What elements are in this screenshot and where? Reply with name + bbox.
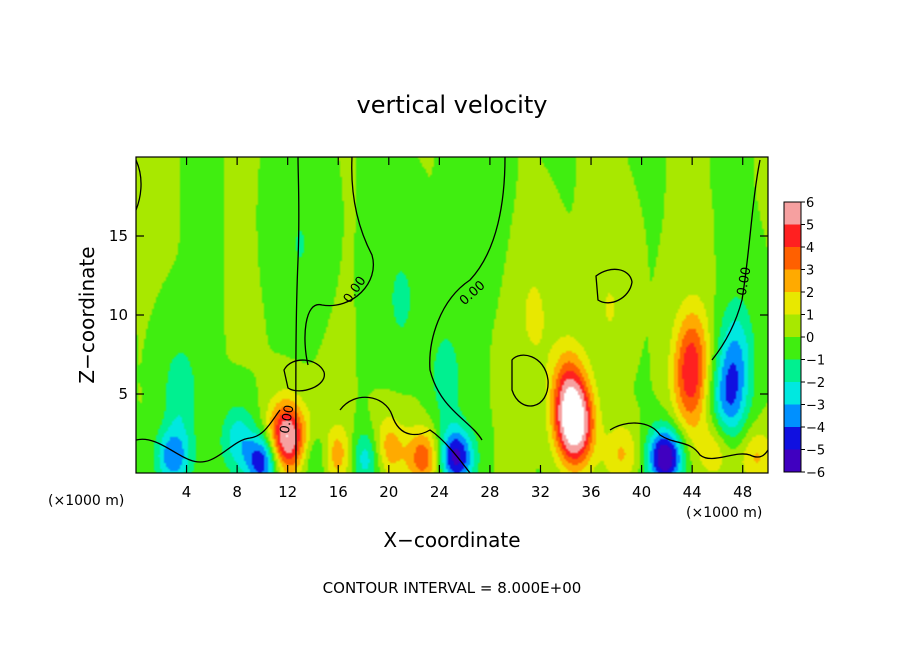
y-axis: 5 10 15 <box>109 227 768 403</box>
colorbar-swatch <box>784 269 801 293</box>
contour-base-2 <box>339 396 471 473</box>
colorbar-swatch <box>784 359 801 383</box>
x-tick-label: 36 <box>581 483 600 501</box>
contour-loop-1 <box>511 354 549 407</box>
colorbar-swatch <box>784 247 801 270</box>
colorbar-tick-label: 0 <box>806 331 814 346</box>
contour-base-3 <box>609 422 768 460</box>
colorbar-swatch <box>784 224 801 248</box>
colorbar-swatch <box>784 449 801 473</box>
contour-level-label: 0.00 <box>735 266 755 297</box>
colorbar-swatch <box>784 404 801 428</box>
colorbar-tick-label: 2 <box>806 286 814 301</box>
colorbar-tick-label: 4 <box>806 241 814 256</box>
colorbar-tick-label: −6 <box>806 466 825 481</box>
colorbar-tick-label: −3 <box>806 399 825 414</box>
zero-contours <box>136 157 768 473</box>
contour-line-2 <box>429 157 506 441</box>
contour-loop-2 <box>595 268 633 304</box>
colorbar-tick-label: 5 <box>806 219 814 234</box>
x-unit-label-right: (×1000 m) <box>686 505 762 521</box>
colorbar-tick-label: −5 <box>806 444 825 459</box>
contour-base-1 <box>136 409 281 463</box>
colorbar-swatch <box>784 337 801 360</box>
x-tick-label: 4 <box>182 483 192 501</box>
x-tick-label: 40 <box>632 483 651 501</box>
colorbar-swatch <box>784 382 801 405</box>
x-axis: 4 8 12 16 20 24 28 32 36 40 44 48 <box>182 157 752 501</box>
y-axis-label: Z−coordinate <box>75 246 99 383</box>
contour-line-1 <box>295 157 375 473</box>
x-unit-label-left: (×1000 m) <box>48 493 124 509</box>
contour-interval-text: CONTOUR INTERVAL = 8.000E+00 <box>323 579 582 597</box>
colorbar-swatch <box>784 314 801 338</box>
plot-area: 0.00 0.00 0.000.00 <box>135 156 769 474</box>
colorbar-tick-label: 1 <box>806 309 814 324</box>
contour-line-3 <box>711 159 761 361</box>
colorbar-tick-label: −4 <box>806 421 825 436</box>
x-tick-label: 32 <box>531 483 550 501</box>
colorbar-swatch <box>784 202 801 225</box>
colorbar-tick-label: −1 <box>806 354 825 369</box>
colorbar-tick-label: 3 <box>806 264 814 279</box>
x-axis-label: X−coordinate <box>383 528 520 552</box>
x-tick-label: 12 <box>278 483 297 501</box>
x-tick-label: 8 <box>232 483 242 501</box>
heatmap-field <box>136 157 768 473</box>
colorbar-tick-label: 6 <box>806 196 814 211</box>
x-tick-label: 48 <box>733 483 752 501</box>
contour-loop-3 <box>283 359 325 392</box>
y-tick-label: 10 <box>109 306 128 324</box>
y-tick-label: 15 <box>109 227 128 245</box>
chart-title: vertical velocity <box>357 91 548 119</box>
colorbar-tick-label: −2 <box>806 376 825 391</box>
x-tick-label: 44 <box>683 483 702 501</box>
contour-line-4 <box>136 159 142 211</box>
colorbar: 6 5 4 3 2 1 0 −1 −2 −3 −4 −5 −6 <box>783 196 825 481</box>
colorbar-swatch <box>784 292 801 315</box>
colorbar-swatch <box>784 427 801 450</box>
x-tick-label: 20 <box>379 483 398 501</box>
y-tick-label: 5 <box>118 385 128 403</box>
x-tick-label: 28 <box>480 483 499 501</box>
x-tick-label: 16 <box>329 483 348 501</box>
x-tick-label: 24 <box>430 483 449 501</box>
contour-level-label: 0.00 <box>278 404 298 435</box>
